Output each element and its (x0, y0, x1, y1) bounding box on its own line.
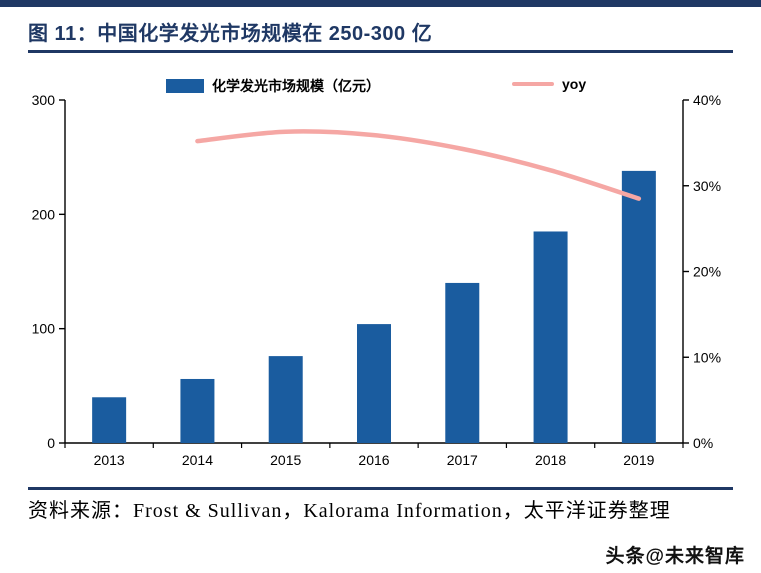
watermark: 头条@未来智库 (605, 546, 745, 567)
x-category-label: 2016 (358, 452, 389, 468)
bar-2014 (180, 378, 215, 443)
bar-2019 (621, 170, 656, 443)
y-tick-label-right: 0% (693, 435, 713, 451)
x-category-label: 2017 (447, 452, 478, 468)
y-tick-label-left: 100 (32, 321, 56, 337)
source-note: 资料来源：Frost & Sullivan，Kalorama Informati… (28, 500, 671, 522)
legend-series-bar: 化学发光市场规模（亿元） (166, 76, 380, 96)
y-tick-label-right: 20% (693, 264, 721, 280)
y-tick-label-right: 40% (693, 92, 721, 108)
x-category-label: 2018 (535, 452, 566, 468)
chart-canvas: 0 100 200 300 0% 10% 20% 30% 40% 2013 2014 2015 2016… (32, 92, 721, 468)
yoy-line (195, 129, 642, 201)
x-category-label: 2013 (94, 452, 125, 468)
y-tick-label-right: 10% (693, 349, 721, 365)
figure-title: 图 11：中国化学发光市场规模在 250-300 亿 (28, 23, 433, 45)
line-legend-swatch (512, 82, 554, 86)
y-tick-label-left: 300 (32, 92, 56, 108)
x-category-label: 2015 (270, 452, 301, 468)
y-tick-label-left: 0 (47, 435, 55, 451)
x-category-label: 2019 (623, 452, 654, 468)
bar-2017 (445, 282, 480, 443)
bar-2016 (357, 324, 391, 443)
bar-2015 (268, 356, 303, 443)
y-tick-label-left: 200 (32, 206, 56, 222)
top-accent-bar (0, 0, 761, 7)
bar-legend-label: 化学发光市场规模（亿元） (212, 78, 380, 94)
line-legend-label: yoy (562, 76, 587, 92)
x-category-label: 2014 (182, 452, 213, 468)
bar-2018 (533, 231, 568, 443)
footer-divider (28, 487, 733, 490)
bar-legend-swatch (166, 79, 204, 93)
y-tick-label-right: 30% (693, 178, 721, 194)
title-divider (28, 50, 733, 53)
chart: 化学发光市场规模（亿元） yoy 0 100 200 300 0% 10% 20% 30% 40… (0, 62, 761, 482)
legend-series-yoy: yoy (512, 76, 586, 92)
bar-2013 (92, 397, 127, 443)
